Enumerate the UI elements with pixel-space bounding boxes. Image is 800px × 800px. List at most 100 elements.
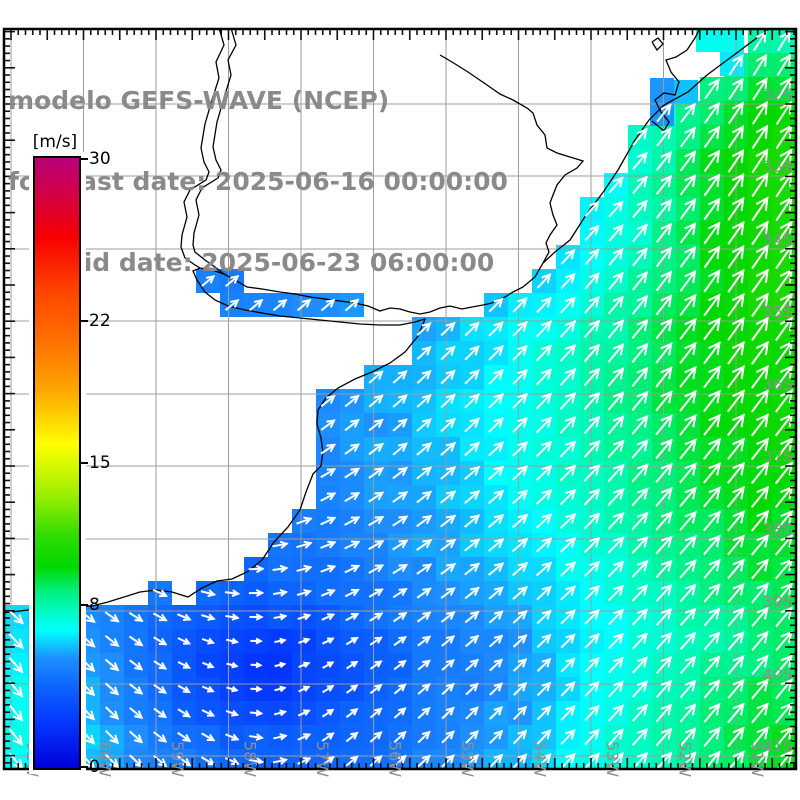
wave-arrow (153, 731, 168, 743)
wave-arrow (584, 200, 600, 217)
wave-arrow (608, 176, 624, 194)
wave-arrow (727, 148, 745, 173)
wave-arrow (631, 704, 649, 722)
wave-arrow (750, 389, 770, 413)
wave-cell (412, 749, 436, 769)
wave-arrow (775, 726, 793, 748)
wave-arrow (368, 467, 385, 479)
colorbar-gradient (33, 156, 81, 770)
wave-arrow (368, 394, 384, 408)
wave-arrow (726, 437, 746, 461)
wave-arrow (536, 705, 552, 721)
wave-arrow (751, 340, 769, 365)
wave-arrow (727, 220, 745, 245)
wave-arrow (320, 467, 337, 479)
wave-arrow (703, 702, 721, 723)
wave-arrow (512, 682, 528, 696)
wave-arrow (679, 679, 697, 699)
wave-arrow (536, 633, 552, 649)
frame-ticks (5, 30, 795, 768)
wave-arrow (560, 633, 576, 649)
wave-arrow (584, 704, 600, 722)
wave-arrow (656, 103, 672, 123)
wave-arrow (416, 442, 432, 456)
wave-arrow (536, 681, 552, 697)
wave-arrow (703, 583, 721, 603)
wave-arrow (392, 466, 408, 480)
wave-arrow (248, 589, 265, 597)
wave-arrow (727, 655, 745, 675)
wave-arrow (488, 562, 505, 576)
wave-arrow (583, 488, 601, 506)
wave-arrow (751, 606, 769, 628)
wave-arrow (440, 321, 456, 337)
wave-arrow (464, 634, 480, 648)
wave-arrow (152, 588, 168, 598)
wave-arrow (775, 172, 793, 198)
wave-arrow (703, 534, 721, 556)
wave-arrow (727, 172, 745, 197)
lagoon-cells (650, 29, 744, 126)
wave-arrow (487, 513, 505, 529)
wave-arrow (608, 680, 624, 698)
wave-arrow (250, 685, 263, 693)
wave-arrow (655, 222, 673, 243)
wave-arrow (631, 294, 649, 315)
longitude-label: 60W (96, 741, 115, 777)
wave-arrow (607, 415, 625, 435)
wave-arrow (775, 244, 793, 270)
wave-arrow (272, 540, 289, 550)
wave-arrow (607, 560, 625, 578)
wave-arrow (488, 441, 505, 457)
sea-cells (4, 29, 796, 769)
wave-arrow (559, 561, 577, 577)
colorbar-tick-label: 8 (89, 594, 100, 615)
wave-arrow (655, 390, 673, 412)
wave-arrow (226, 661, 239, 669)
wave-arrow (321, 732, 335, 742)
wave-arrow (584, 728, 600, 746)
map-inner (4, 29, 796, 769)
wave-arrow (320, 564, 337, 573)
wave-arrow (344, 418, 360, 432)
wave-arrow (559, 392, 577, 410)
wave-arrow (392, 394, 408, 408)
wave-arrow (559, 488, 577, 506)
wave-arrow (464, 586, 480, 600)
wave-arrow (488, 417, 504, 433)
wave-arrow (583, 560, 601, 578)
wave-arrow (655, 294, 673, 316)
wave-arrow (369, 683, 383, 695)
wave-arrow (535, 561, 553, 577)
wave-arrow (248, 564, 265, 574)
wave-arrow (320, 492, 337, 502)
wave-arrow (703, 413, 721, 436)
wave-arrow (751, 292, 769, 317)
wave-arrow (775, 654, 793, 676)
wave-arrow (296, 589, 312, 597)
wave-arrow (104, 706, 120, 720)
wave-arrow (727, 341, 745, 365)
wave-arrow (464, 465, 481, 481)
wave-arrow (679, 222, 697, 244)
wave-arrow (727, 292, 745, 317)
wave-arrow (416, 490, 433, 504)
wave-arrow (560, 585, 576, 601)
wave-arrow (752, 750, 769, 769)
coastline (4, 29, 770, 614)
longitude-label: 59W (168, 741, 187, 777)
wave-arrow (656, 127, 672, 147)
wave-arrow (8, 656, 24, 674)
wave-arrow (703, 486, 721, 508)
wave-arrow (583, 439, 601, 458)
wave-arrow (679, 631, 697, 651)
wave-arrow (392, 370, 408, 384)
wave-arrow (751, 558, 769, 580)
wave-arrow (584, 657, 600, 673)
wave-arrow (560, 752, 576, 769)
wave-arrow (488, 610, 504, 624)
wave-arrow (726, 461, 746, 484)
wave-arrow (703, 245, 721, 269)
wave-arrow (655, 511, 673, 531)
wave-arrow (703, 221, 721, 245)
